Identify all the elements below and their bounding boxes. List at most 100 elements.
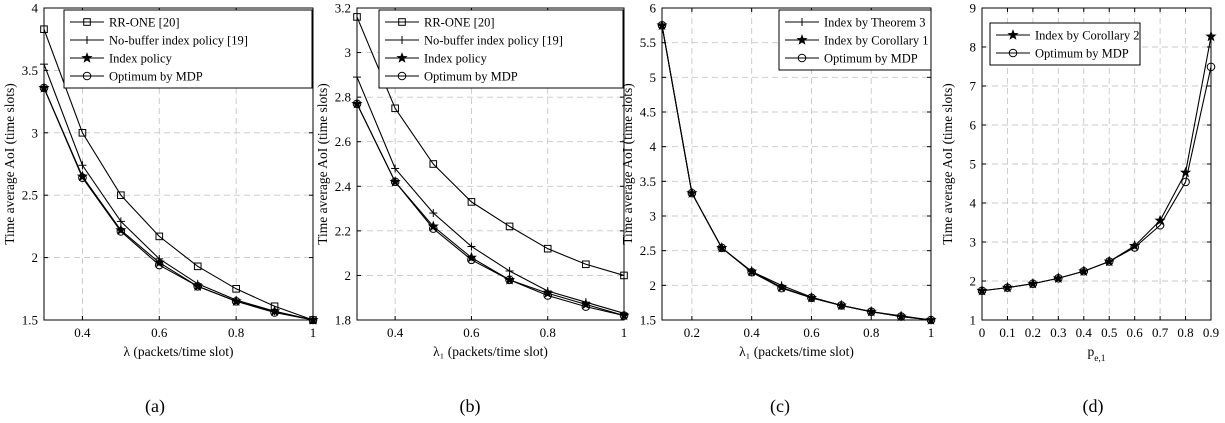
legend-label: RR-ONE [20] xyxy=(424,16,494,30)
legend-marker-square xyxy=(83,18,91,26)
y-tick-label: 6 xyxy=(650,1,657,16)
data-point-square xyxy=(232,285,240,293)
y-tick-label: 4 xyxy=(32,1,39,16)
x-tick-label: 1 xyxy=(310,325,317,340)
legend-item: Optimum by MDP xyxy=(785,52,918,66)
y-tick-label: 3.5 xyxy=(22,63,38,78)
series-line xyxy=(356,76,625,314)
data-point-circle xyxy=(39,83,49,93)
data-point-circle xyxy=(687,188,697,198)
x-tick-label: 1 xyxy=(928,325,935,340)
series-plus xyxy=(353,73,628,318)
y-axis-label: Time average AoI (time slots) xyxy=(2,83,17,244)
data-point-circle xyxy=(619,311,629,320)
data-point-circle xyxy=(428,224,438,233)
x-tick-label: 0.2 xyxy=(1025,325,1041,340)
legend-item: Index by Corollary 2 xyxy=(996,29,1140,43)
legend-item: Optimum by MDP xyxy=(70,70,203,84)
data-point-circle xyxy=(747,267,756,277)
series-circle xyxy=(977,62,1216,296)
legend-marker-star xyxy=(396,52,408,63)
data-point-circle xyxy=(657,21,667,30)
legend-item: RR-ONE [20] xyxy=(70,16,179,30)
y-tick-label: 5.5 xyxy=(640,35,656,50)
y-tick-label: 1 xyxy=(970,313,977,328)
y-tick-label: 2.5 xyxy=(640,243,656,258)
x-tick-label: 0.1 xyxy=(999,325,1015,340)
x-tick-label: 0.6 xyxy=(1127,325,1144,340)
panel-caption: (d) xyxy=(1083,396,1104,417)
legend: Index by Theorem 3 Index by Corollary 1 Op… xyxy=(778,9,932,71)
x-tick-label: 0.5 xyxy=(1101,325,1117,340)
series-square xyxy=(353,13,628,280)
chart-a: 0.4 0.6 0.8 1 1.5 2 2.5 3 3.5 4 λ (packets/time sl… xyxy=(2,1,319,417)
legend: RR-ONE [20] No-buffer index policy [19] In… xyxy=(378,9,624,89)
panel-caption: (c) xyxy=(770,396,790,417)
chart-b: 0.4 0.6 0.8 1 1.8 2 2.2 2.4 2.6 2.8 3 3.2 λ₁ (packet… xyxy=(315,1,630,417)
y-tick-label: 3.2 xyxy=(335,1,351,16)
data-point-square xyxy=(193,262,202,271)
legend-box xyxy=(378,9,624,89)
series-line xyxy=(356,16,625,276)
y-tick-label: 9 xyxy=(970,1,977,16)
y-tick-label: 1.5 xyxy=(22,313,38,328)
x-tick-label: 0.3 xyxy=(1050,325,1066,340)
data-point-circle xyxy=(1054,273,1063,283)
data-point-square xyxy=(505,222,514,231)
x-axis-label: λ₁ (packets/time slot) xyxy=(433,344,548,359)
legend-item: Index policy xyxy=(385,52,488,66)
data-point-circle xyxy=(1104,257,1114,266)
data-point-star xyxy=(115,224,127,235)
data-point-circle xyxy=(1079,266,1089,276)
legend: RR-ONE [20] No-buffer index policy [19] In… xyxy=(63,9,313,89)
data-point-square xyxy=(353,13,361,21)
y-tick-label: 1.5 xyxy=(640,313,656,328)
data-point-circle xyxy=(467,255,476,265)
legend-label: Optimum by MDP xyxy=(424,70,518,84)
legend-box xyxy=(989,22,1141,66)
x-tick-label: 1 xyxy=(621,325,628,340)
y-axis-label: Time average AoI (time slots) xyxy=(315,83,330,244)
y-tick-label: 2.5 xyxy=(22,188,38,203)
legend-label: Optimum by MDP xyxy=(109,70,203,84)
data-point-circle xyxy=(154,260,164,270)
data-point-circle xyxy=(1003,283,1012,292)
data-point-circle xyxy=(926,315,936,325)
axes-frame xyxy=(661,7,932,321)
data-point-square xyxy=(429,160,438,168)
axes-frame xyxy=(356,7,625,321)
y-tick-label: 2 xyxy=(32,250,39,265)
legend-marker-square xyxy=(398,18,406,26)
legend-label: Index policy xyxy=(109,52,173,66)
data-point-star xyxy=(1179,166,1192,178)
data-point-circle xyxy=(390,177,400,187)
legend-item: No-buffer index policy [19] xyxy=(70,34,248,48)
data-point-square xyxy=(391,104,399,113)
y-tick-label: 3 xyxy=(345,45,352,60)
legend-item: Index by Corollary 1 xyxy=(785,34,929,48)
legend-label: Index by Corollary 1 xyxy=(824,34,929,48)
data-point-circle xyxy=(352,99,362,109)
series-circle xyxy=(352,99,629,320)
legend-label: Index by Theorem 3 xyxy=(824,16,925,30)
series-circle xyxy=(39,83,318,325)
data-point-square xyxy=(40,25,48,34)
legend-item: Optimum by MDP xyxy=(996,47,1129,61)
x-tick-label: 0.6 xyxy=(803,325,820,340)
legend-marker-circle xyxy=(82,71,92,81)
x-tick-label: 0.8 xyxy=(1177,325,1193,340)
data-point-circle xyxy=(270,308,279,317)
y-tick-label: 3 xyxy=(970,235,977,250)
x-tick-label: 0.6 xyxy=(463,325,480,340)
y-tick-label: 3 xyxy=(650,209,657,224)
series-line xyxy=(43,87,314,321)
x-axis-label: λ₁ (packets/time slot) xyxy=(739,344,854,359)
series-line xyxy=(981,66,1212,292)
data-point-circle xyxy=(78,173,87,183)
legend-item: Index policy xyxy=(70,52,173,66)
data-point-circle xyxy=(1155,220,1165,230)
y-tick-label: 6 xyxy=(970,118,977,133)
legend-label: Index policy xyxy=(424,52,488,66)
data-point-circle xyxy=(1028,279,1038,289)
y-tick-label: 2.2 xyxy=(335,223,351,238)
